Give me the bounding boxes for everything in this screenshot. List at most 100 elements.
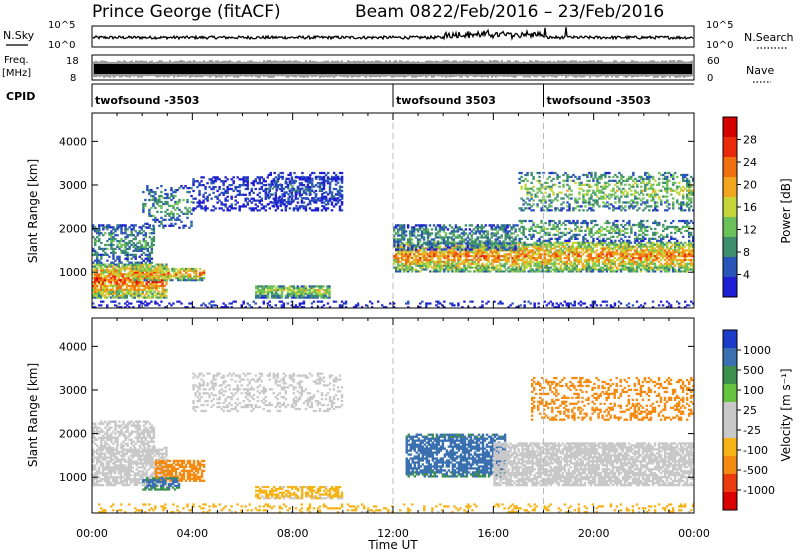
range-cell: [596, 231, 599, 235]
range-cell: [143, 284, 146, 288]
range-cell: [152, 194, 155, 198]
range-cell: [406, 240, 410, 243]
range-cell: [611, 241, 615, 244]
range-cell: [141, 273, 144, 276]
range-cell: [336, 193, 340, 196]
range-cell: [611, 253, 615, 256]
range-cell: [490, 234, 493, 237]
range-cell: [512, 238, 515, 241]
range-cell: [561, 262, 564, 265]
range-cell: [105, 275, 109, 278]
range-cell: [112, 249, 115, 253]
range-cell: [634, 223, 637, 227]
range-cell: [148, 232, 152, 235]
range-cell: [244, 193, 247, 196]
range-cell: [537, 262, 540, 265]
range-cell: [505, 260, 508, 263]
range-cell: [111, 288, 115, 291]
range-cell: [568, 231, 571, 235]
range-cell: [107, 271, 111, 274]
range-cell: [100, 241, 103, 245]
range-cell: [435, 268, 438, 271]
range-cell: [93, 282, 97, 286]
range-cell: [515, 241, 518, 244]
range-cell: [602, 233, 605, 237]
range-cell: [525, 247, 528, 250]
range-cell: [274, 201, 278, 204]
range-cell: [396, 244, 400, 247]
range-cell: [196, 201, 199, 204]
range-cell: [535, 256, 538, 260]
range-cell: [299, 177, 302, 180]
range-cell: [428, 240, 432, 243]
range-cell: [645, 270, 649, 273]
range-cell: [544, 231, 547, 235]
range-cell: [161, 271, 164, 274]
range-cell: [679, 266, 683, 269]
range-cell: [106, 224, 109, 227]
range-cell: [147, 284, 150, 288]
range-cell: [667, 270, 671, 273]
range-cell: [671, 249, 675, 252]
range-cell: [532, 235, 535, 239]
range-cell: [529, 251, 532, 254]
range-cell: [588, 233, 591, 237]
range-cell: [416, 244, 420, 247]
range-cell: [492, 224, 495, 227]
range-cell: [288, 207, 292, 210]
range-cell: [290, 176, 294, 179]
range-cell: [437, 266, 440, 269]
range-cell: [638, 237, 641, 241]
range-cell: [585, 255, 589, 258]
range-cell: [198, 193, 201, 196]
range-cell: [129, 292, 133, 295]
range-cell: [545, 262, 548, 265]
range-cell: [112, 251, 115, 254]
range-cell: [170, 218, 173, 221]
range-cell: [483, 241, 486, 244]
range-cell: [322, 285, 325, 288]
range-cell: [395, 253, 398, 256]
range-cell: [503, 253, 506, 256]
range-cell: [135, 269, 138, 272]
range-cell: [134, 237, 137, 241]
range-cell: [426, 238, 430, 241]
range-cell: [653, 266, 657, 269]
range-cell: [633, 260, 637, 263]
range-cell: [338, 171, 342, 175]
range-cell: [112, 226, 115, 229]
range-cell: [605, 255, 609, 258]
range-cell: [456, 236, 460, 239]
range-cell: [681, 255, 685, 258]
range-cell: [287, 187, 290, 190]
range-cell: [184, 224, 187, 227]
range-cell: [452, 238, 456, 241]
range-cell: [474, 240, 478, 243]
range-cell: [575, 251, 579, 254]
range-cell: [511, 262, 514, 265]
range-cell: [246, 185, 249, 189]
range-cell: [169, 277, 172, 280]
range-cell: [523, 249, 526, 252]
range-cell: [587, 266, 591, 269]
range-cell: [318, 185, 322, 189]
range-cell: [514, 224, 517, 227]
range-cell: [403, 262, 406, 265]
range-cell: [584, 221, 587, 225]
range-cell: [559, 266, 562, 269]
range-cell: [593, 262, 597, 265]
range-cell: [150, 243, 154, 247]
range-cell: [609, 258, 613, 262]
range-cell: [242, 182, 245, 185]
range-cell: [625, 241, 629, 244]
range-cell: [314, 296, 317, 299]
range-cell: [430, 232, 434, 235]
range-cell: [173, 271, 176, 274]
range-cell: [667, 264, 671, 267]
range-cell: [449, 262, 452, 265]
range-cell: [667, 253, 671, 256]
range-cell: [470, 230, 474, 233]
range-cell: [330, 193, 334, 196]
range-cell: [152, 214, 155, 217]
range-cell: [423, 247, 426, 250]
